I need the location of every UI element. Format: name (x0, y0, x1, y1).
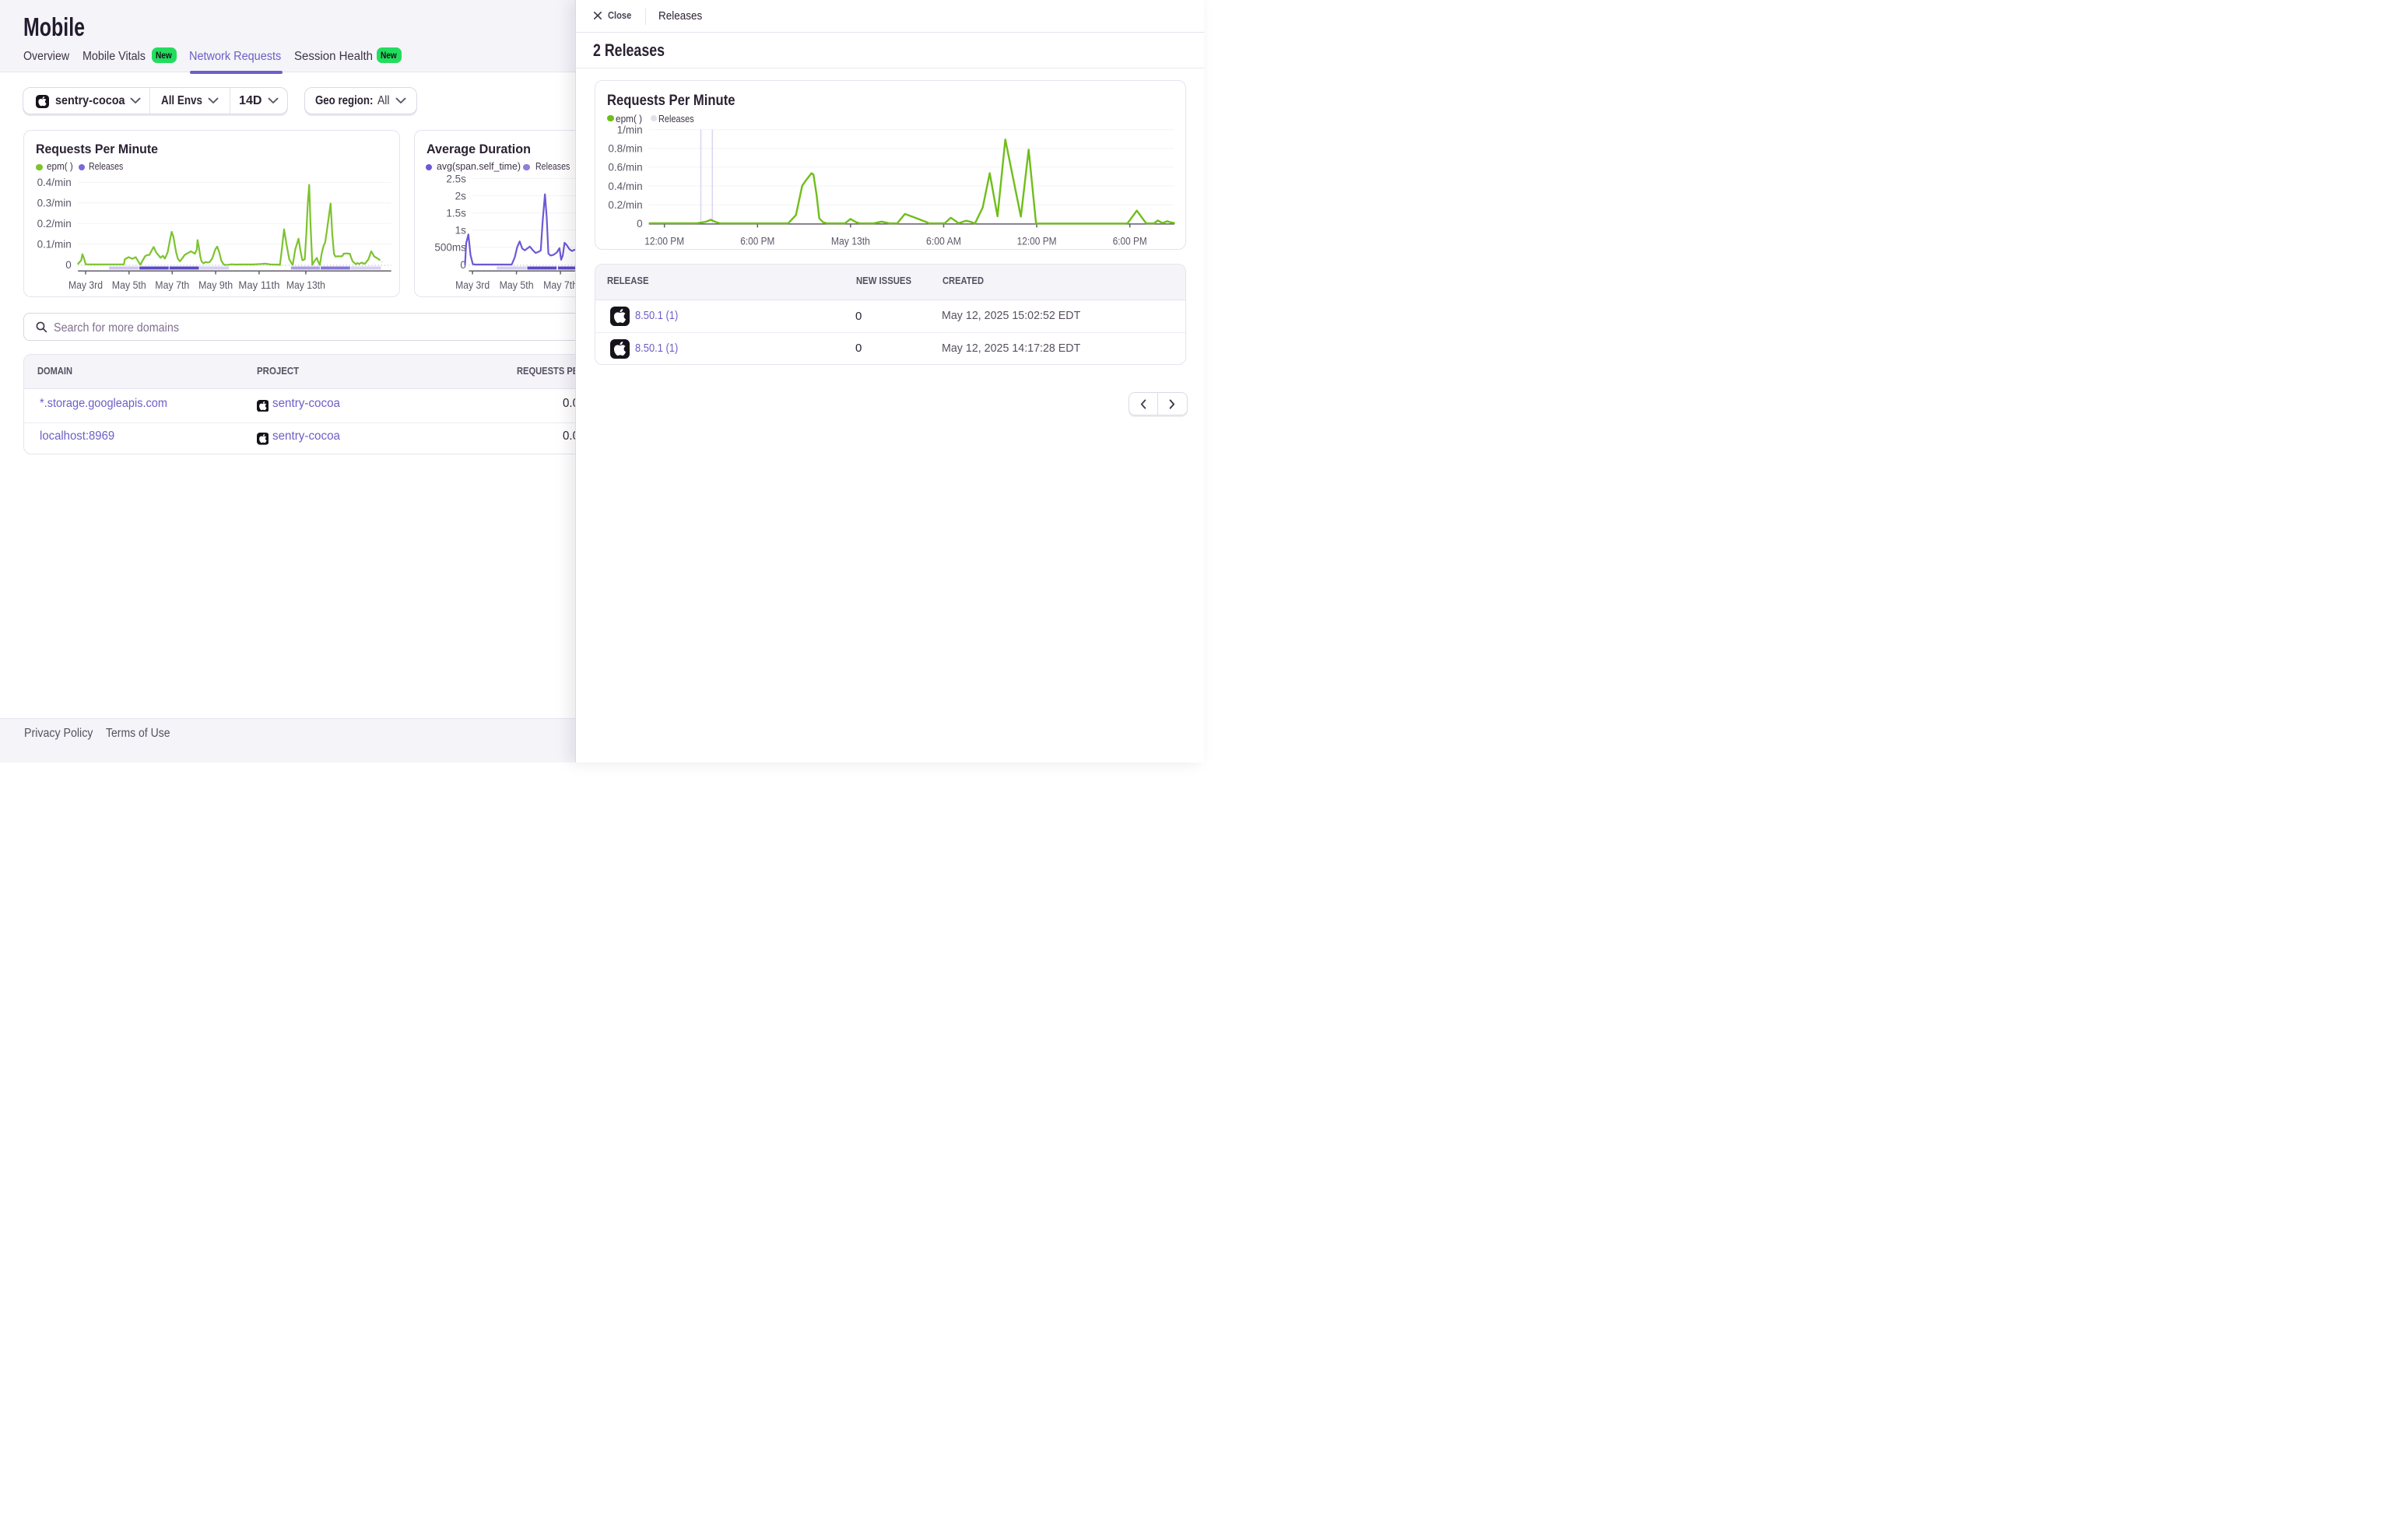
svg-text:0: 0 (637, 218, 643, 230)
svg-text:0.2/min: 0.2/min (609, 199, 643, 211)
svg-text:0.6/min: 0.6/min (609, 162, 643, 174)
svg-text:0: 0 (65, 258, 72, 270)
svg-text:May 7th: May 7th (155, 279, 189, 290)
svg-text:12:00 PM: 12:00 PM (1017, 235, 1057, 247)
svg-text:0: 0 (460, 258, 466, 270)
svg-text:1.5s: 1.5s (446, 207, 466, 219)
svg-text:0.1/min: 0.1/min (37, 238, 71, 250)
svg-text:12:00 PM: 12:00 PM (644, 235, 684, 247)
svg-text:May 5th: May 5th (111, 279, 146, 290)
svg-text:2s: 2s (455, 190, 465, 202)
svg-text:1s: 1s (455, 224, 465, 236)
svg-text:0.4/min: 0.4/min (609, 181, 643, 192)
svg-text:0.8/min: 0.8/min (609, 143, 643, 155)
svg-text:May 13th: May 13th (831, 235, 870, 247)
svg-text:May 7th: May 7th (543, 279, 577, 290)
svg-text:0.2/min: 0.2/min (37, 217, 71, 229)
svg-text:May 11th: May 11th (238, 279, 279, 290)
svg-text:6:00 PM: 6:00 PM (741, 235, 775, 247)
svg-text:May 13th: May 13th (286, 279, 325, 290)
svg-text:May 9th: May 9th (198, 279, 233, 290)
svg-text:0.4/min: 0.4/min (37, 177, 71, 188)
svg-text:May 3rd: May 3rd (68, 279, 103, 290)
svg-text:6:00 PM: 6:00 PM (1113, 235, 1147, 247)
svg-text:6:00 AM: 6:00 AM (926, 235, 961, 247)
svg-text:2.5s: 2.5s (446, 173, 466, 184)
svg-text:500ms: 500ms (434, 241, 466, 253)
svg-text:1/min: 1/min (617, 124, 643, 135)
svg-text:May 3rd: May 3rd (455, 279, 490, 290)
svg-text:May 5th: May 5th (499, 279, 533, 290)
svg-text:0.3/min: 0.3/min (37, 197, 71, 209)
